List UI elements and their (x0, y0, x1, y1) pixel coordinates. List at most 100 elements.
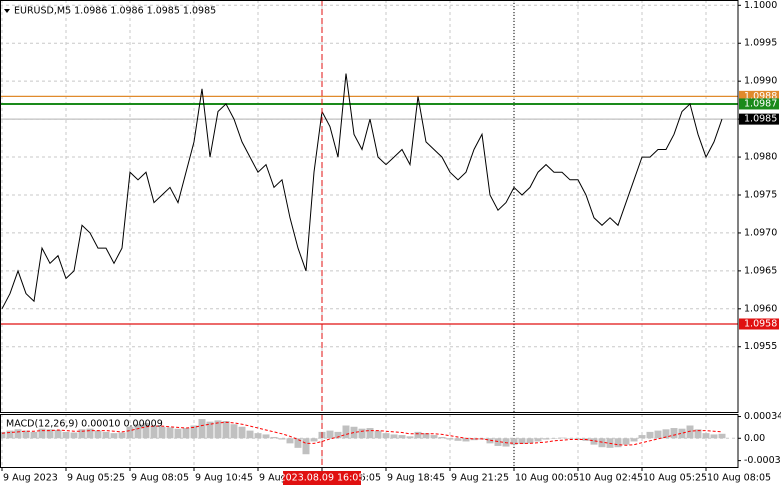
macd-bar (446, 438, 454, 440)
macd-bar (518, 438, 526, 445)
y-tick-label: 1.0970 (744, 227, 777, 238)
macd-bar (230, 424, 238, 439)
macd-bar (278, 438, 286, 440)
macd-bar (462, 438, 470, 442)
macd-bar (302, 438, 310, 455)
y-tick-label: 1.0965 (744, 265, 777, 276)
macd-bar (430, 435, 438, 439)
price-level-label: 1.0987 (744, 98, 777, 109)
y-tick-label: 1.0955 (744, 341, 777, 352)
macd-bar (174, 428, 182, 439)
macd-bar (342, 425, 350, 439)
y-tick-label: 1.0980 (744, 152, 777, 163)
price-header: EURUSD,M5 1.0986 1.0986 1.0985 1.0985 (14, 6, 216, 17)
macd-bar (678, 428, 686, 439)
macd-bar (222, 421, 230, 439)
macd-bar (254, 433, 262, 439)
macd-bar (166, 427, 174, 439)
macd-bar (662, 429, 670, 439)
macd-bar (110, 433, 118, 439)
macd-bar (718, 433, 726, 439)
macd-bar (622, 438, 630, 445)
macd-bar (558, 437, 566, 439)
macd-bar (366, 428, 374, 439)
macd-bar (310, 438, 318, 442)
macd-bar (14, 429, 22, 439)
macd-bar (574, 438, 582, 440)
signal-line (1, 421, 723, 446)
x-tick-label: 10 Aug 05:25 (643, 473, 707, 484)
macd-bar (206, 421, 214, 439)
price-line (1, 73, 723, 310)
macd-bar (390, 434, 398, 439)
macd-bar (350, 426, 358, 439)
macd-bar (638, 435, 646, 439)
macd-bar (614, 438, 622, 448)
macd-bar (702, 433, 710, 439)
macd-bar (534, 438, 542, 442)
macd-bar (182, 428, 190, 439)
y-tick-label: 0.00034 (744, 411, 781, 422)
macd-bar (118, 432, 126, 439)
macd-frame (0, 414, 739, 468)
macd-bar (422, 433, 430, 439)
macd-bar (70, 432, 78, 439)
price-level-label: 1.0958 (744, 318, 777, 329)
macd-bar (438, 436, 446, 439)
price-level-box (739, 98, 779, 110)
macd-bar (566, 438, 574, 439)
macd-bar (6, 430, 14, 439)
macd-bar (550, 438, 558, 439)
x-tick-label: 10 Aug 02:45 (579, 473, 643, 484)
macd-bar (470, 438, 478, 441)
y-tick-label: 1.0990 (744, 76, 777, 87)
y-tick-label: 0.00 (744, 433, 765, 444)
x-tick-label: 9 Aug 21:25 (451, 473, 509, 484)
crosshair-label: 2023.08.09 16:05 (280, 473, 365, 484)
macd-bar (214, 420, 222, 439)
macd-bar (670, 428, 678, 439)
x-tick-label: 9 Aug 05:25 (67, 473, 125, 484)
macd-bar (30, 431, 38, 439)
macd-bar (238, 426, 246, 439)
macd-bar (38, 428, 46, 439)
price-level-label: 1.0985 (744, 114, 777, 125)
macd-bar (158, 426, 166, 439)
y-tick-label: 1.0995 (744, 38, 777, 49)
macd-bar (22, 430, 30, 439)
macd-bar (654, 430, 662, 439)
price-frame (0, 0, 739, 413)
y-tick-label: 1.0960 (744, 303, 777, 314)
macd-bar (494, 438, 502, 446)
macd-bar (326, 430, 334, 439)
macd-header: MACD(12,26,9) 0.00010 0.00009 (6, 419, 163, 430)
macd-bar (358, 428, 366, 439)
macd-bar (510, 438, 518, 445)
macd-bar (542, 438, 550, 440)
x-tick-label: 9 Aug 2023 (3, 473, 58, 484)
macd-bar (102, 431, 110, 439)
macd-bar (334, 431, 342, 439)
macd-bar (694, 429, 702, 439)
price-level-box (739, 318, 779, 330)
macd-bar (286, 438, 294, 444)
macd-bar (270, 436, 278, 439)
macd-bar (78, 429, 86, 439)
y-tick-label: -0.00035 (744, 455, 781, 466)
macd-bar (382, 433, 390, 439)
x-tick-label: 9 Aug 10:45 (195, 473, 253, 484)
macd-bar (526, 438, 534, 444)
x-tick-label: 10 Aug 00:05 (515, 473, 579, 484)
macd-bar (590, 438, 598, 445)
macd-bar (198, 419, 206, 439)
macd-bar (646, 431, 654, 439)
macd-bar (598, 438, 606, 448)
macd-bar (454, 438, 462, 441)
macd-bar (150, 425, 158, 439)
y-tick-label: 1.0975 (744, 189, 777, 200)
macd-bar (246, 430, 254, 439)
macd-bar (710, 434, 718, 439)
macd-bar (134, 424, 142, 439)
